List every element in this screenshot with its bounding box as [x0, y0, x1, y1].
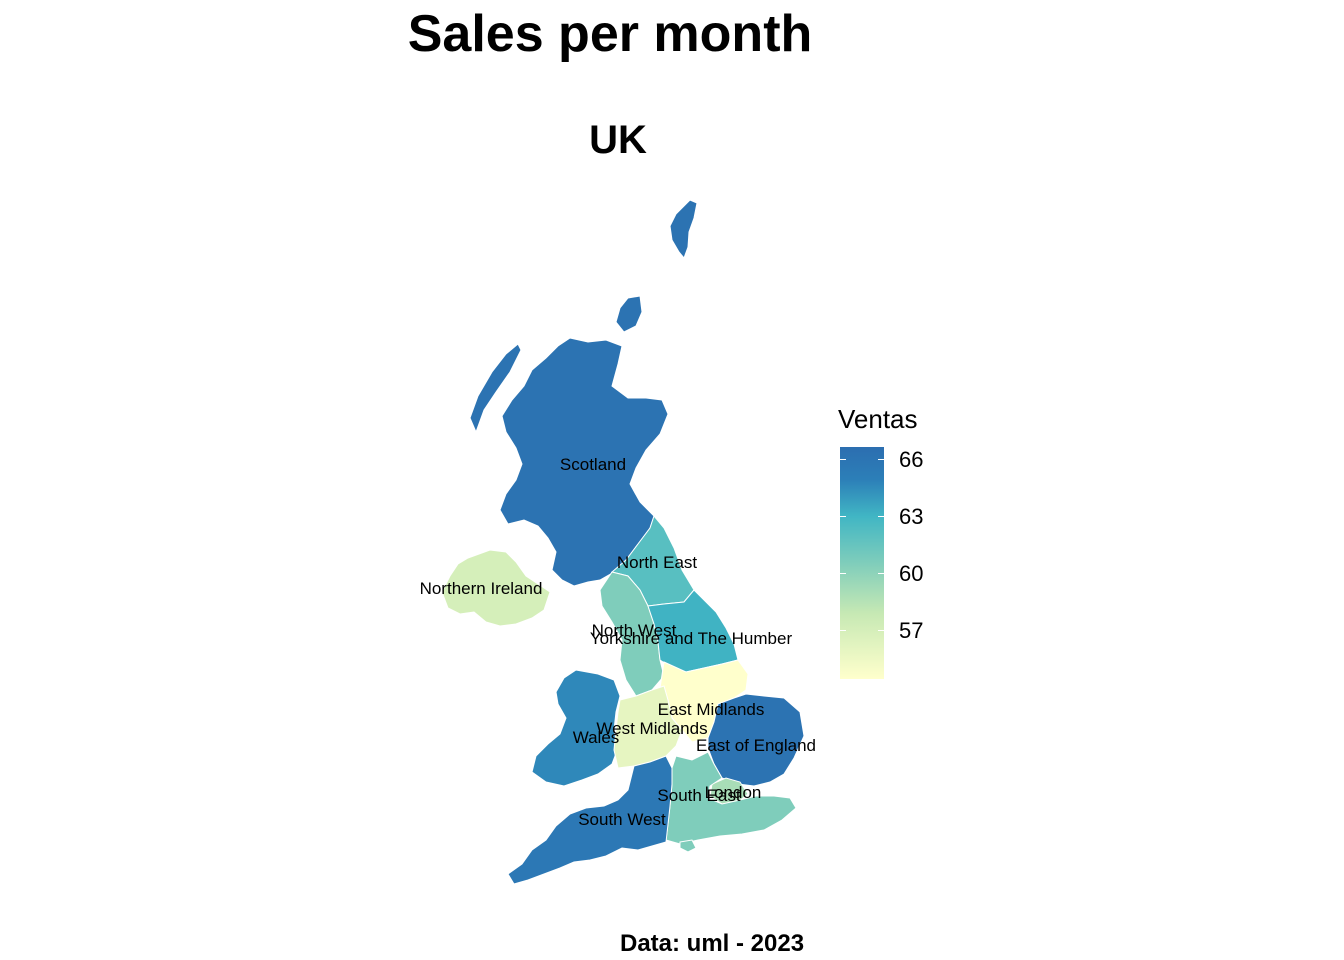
label-west-midlands: West Midlands [596, 719, 707, 738]
region-london [709, 777, 749, 805]
label-london: London [705, 783, 762, 802]
region-scotland [499, 337, 669, 587]
label-south-east: South East [657, 786, 740, 805]
legend-tick-label: 63 [899, 504, 924, 529]
region-scotland-shetland [669, 199, 698, 259]
region-wales [531, 669, 621, 787]
caption: Data: uml - 2023 [620, 930, 805, 957]
legend-tick-label: 66 [899, 447, 924, 472]
chart-subtitle: UK [589, 118, 647, 162]
legend-tick-60-left [840, 573, 846, 574]
region-scotland-orkney [615, 295, 643, 333]
legend-tick-label: 60 [899, 561, 924, 586]
legend-tick-66-right [878, 459, 884, 460]
legend-tick-63-right [878, 516, 884, 517]
label-north-west: North West [592, 621, 677, 640]
legend-tick-63-left [840, 516, 846, 517]
legend-tick-66-left [840, 459, 846, 460]
legend-title: Ventas [838, 404, 918, 434]
legend-tick-label: 57 [899, 618, 924, 643]
label-northern-ireland: Northern Ireland [420, 579, 543, 598]
label-south-west: South West [578, 810, 666, 829]
label-scotland: Scotland [560, 455, 626, 474]
legend-tick-57-left [840, 630, 846, 631]
region-east-of-england [707, 693, 805, 787]
region-scotland-hebrides [469, 343, 522, 434]
legend-colorbar [840, 447, 884, 679]
region-northern-ireland [441, 549, 551, 627]
region-south-west [507, 755, 673, 885]
label-east-of-england: East of England [696, 736, 816, 755]
label-wales: Wales [573, 728, 620, 747]
region-south-east-iow [679, 839, 697, 853]
legend-tick-57-right [878, 630, 884, 631]
label-yorkshire: Yorkshire and The Humber [590, 629, 793, 648]
legend-tick-60-right [878, 573, 884, 574]
label-north-east: North East [617, 553, 698, 572]
chart-title: Sales per month [407, 5, 813, 63]
label-east-midlands: East Midlands [658, 700, 765, 719]
